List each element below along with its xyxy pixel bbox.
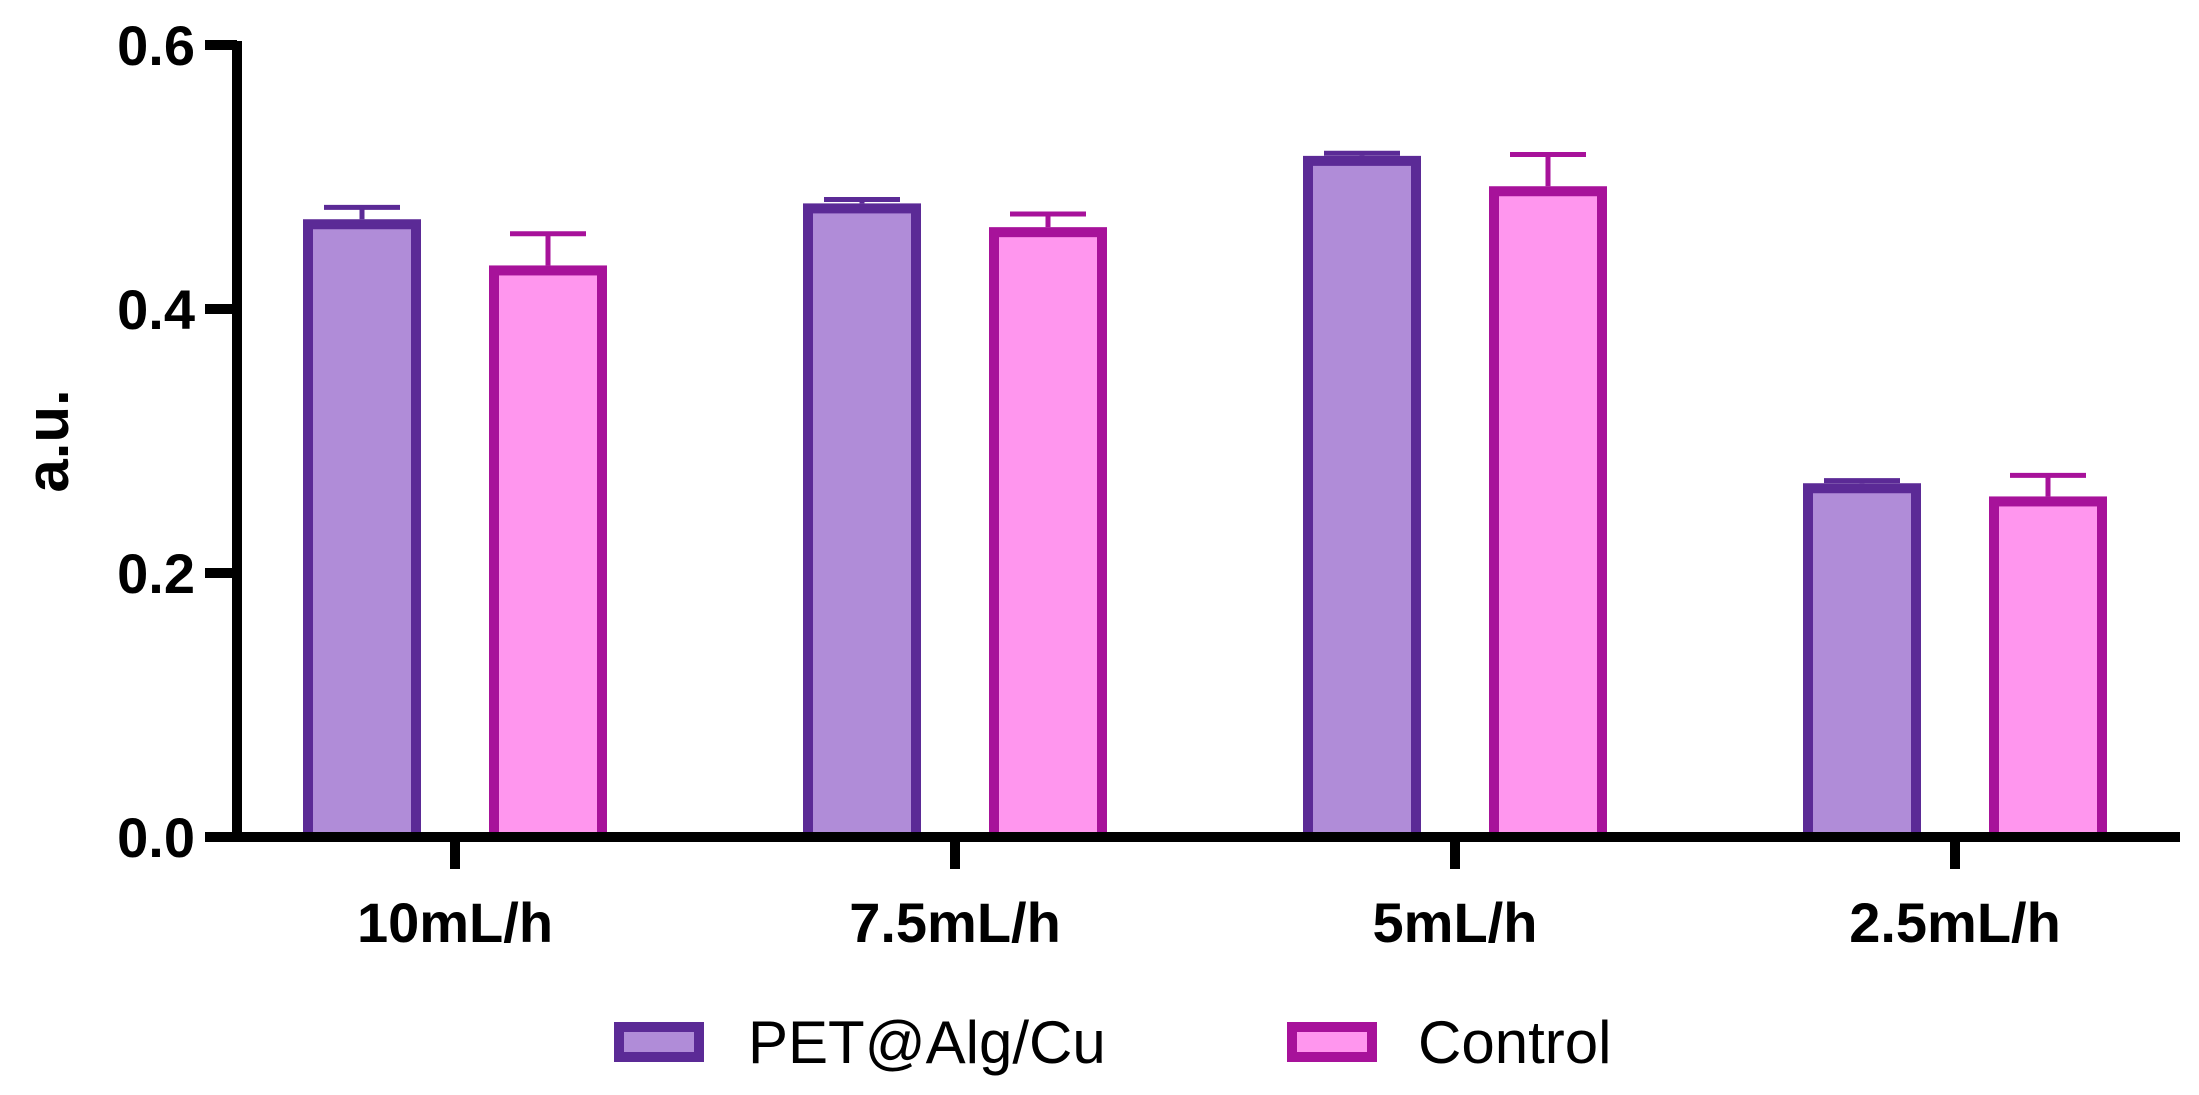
legend-swatch-control [1287, 1022, 1377, 1062]
y-tick-label: 0.0 [117, 806, 195, 869]
legend-swatch-pet-alg-cu [614, 1022, 704, 1062]
y-axis-title: a.u. [14, 389, 81, 492]
x-tick-label: 7.5mL/h [849, 891, 1061, 954]
bar-pet-alg-cu-3 [1303, 155, 1421, 842]
bar-pet-alg-cu-4 [1803, 483, 1921, 842]
legend-label-control: Control [1418, 1009, 1611, 1076]
bars-layer [303, 150, 2107, 843]
bar-control-1 [489, 265, 607, 842]
legend-label-pet-alg-cu: PET@Alg/Cu [748, 1009, 1106, 1076]
bar-control-4 [1989, 496, 2107, 842]
y-tick-label: 0.2 [117, 542, 195, 605]
x-tick-label: 2.5mL/h [1849, 891, 2061, 954]
y-tick-label: 0.4 [117, 278, 195, 341]
axes-layer [205, 40, 2180, 869]
x-tick-label: 10mL/h [357, 891, 553, 954]
legend: PET@Alg/Cu Control [614, 1009, 1611, 1076]
bar-control-3 [1489, 186, 1607, 843]
bar-pet-alg-cu-1 [303, 219, 421, 843]
labels-layer: 0.0 0.2 0.4 0.6 10mL/h 7.5mL/h 5mL/h 2.5mL/h a.u… [14, 14, 2061, 954]
bar-pet-alg-cu-2 [803, 203, 921, 842]
bar-control-2 [989, 227, 1107, 843]
y-tick-label: 0.6 [117, 14, 195, 77]
x-tick-label: 5mL/h [1373, 891, 1538, 954]
